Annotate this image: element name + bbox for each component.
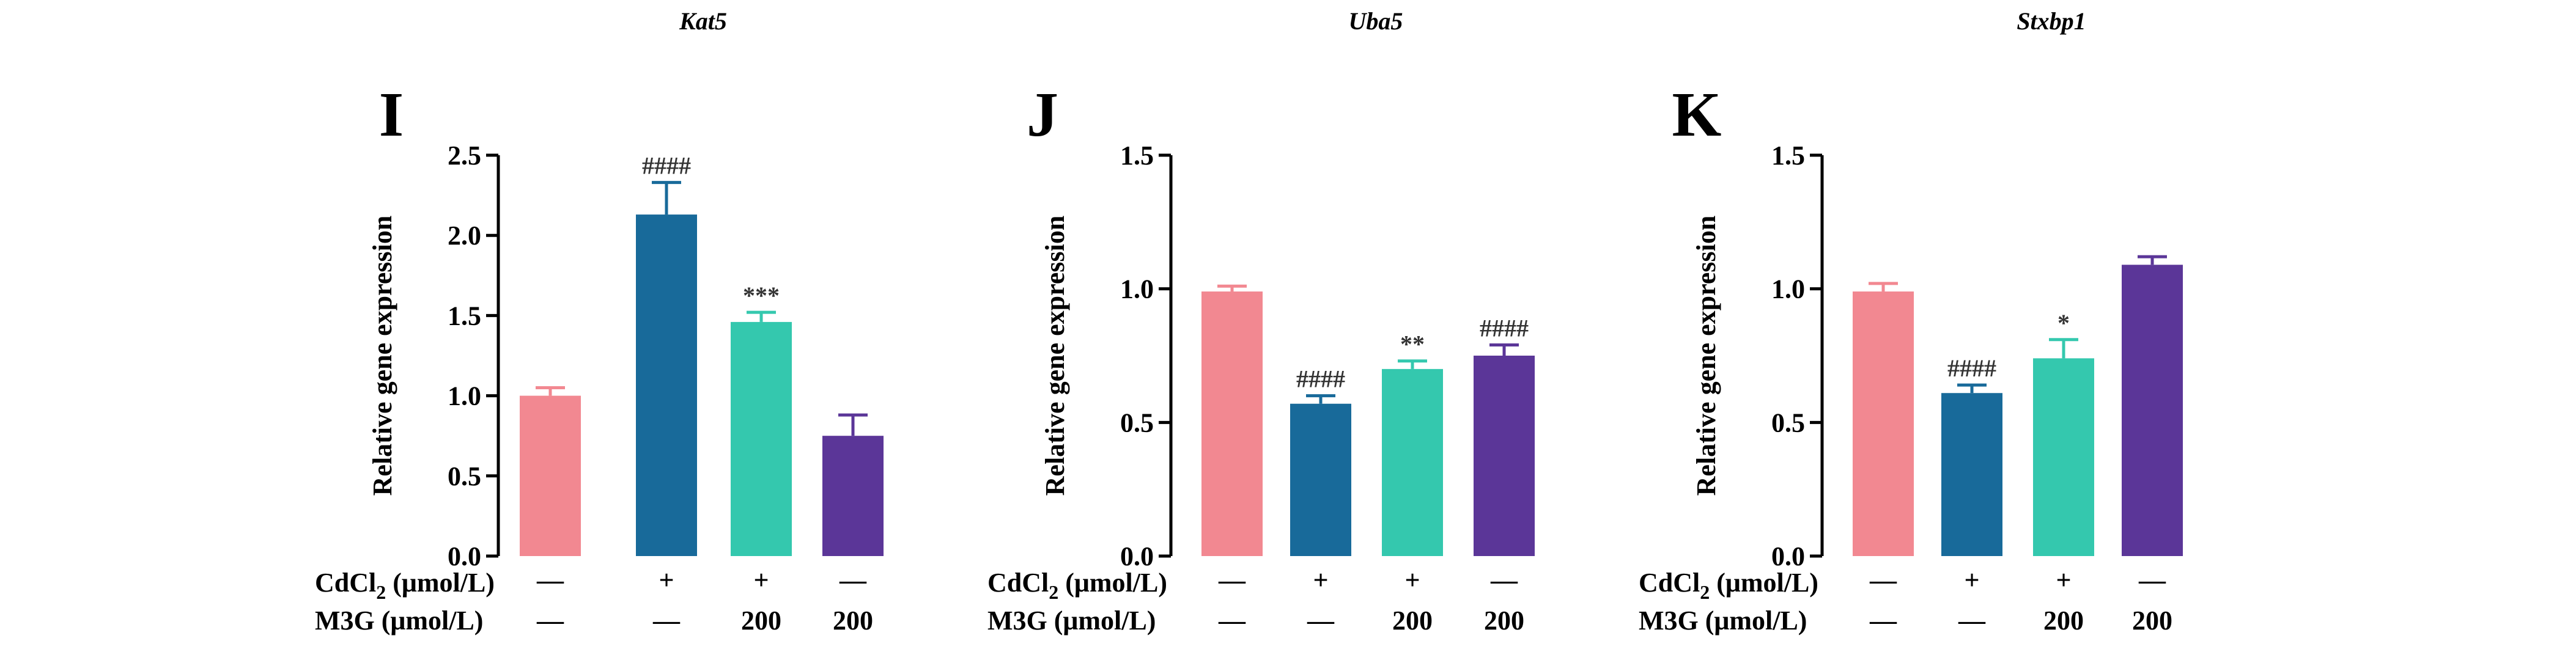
m3g-row-label: M3G (μmol/L) [987, 606, 1156, 636]
y-tick-label: 2.0 [448, 221, 481, 251]
panel-letter: I [379, 79, 404, 150]
m3g-condition: — [536, 606, 564, 636]
cdcl2-label-main: CdCl [1639, 568, 1700, 598]
m3g-condition: 200 [1484, 606, 1524, 636]
m3g-condition: 200 [2043, 606, 2084, 636]
significance-label: #### [1947, 354, 1996, 382]
m3g-condition: — [1307, 606, 1335, 636]
bar [822, 436, 884, 556]
cdcl2-condition: — [1218, 565, 1246, 595]
m3g-condition: — [652, 606, 681, 636]
chart-panel-i: Kat5 I 0.0 0.5 1.0 1.5 2.0 2.5 Relative gene exp… [315, 7, 884, 636]
chart-title: Kat5 [679, 7, 727, 35]
bar [636, 214, 697, 556]
cdcl2-row-label: CdCl2 (μmol/L) [1639, 568, 1818, 603]
cdcl2-condition: + [659, 565, 674, 595]
cdcl2-condition: — [839, 565, 867, 595]
y-tick-label: 1.5 [1771, 141, 1805, 170]
cdcl2-condition: — [1490, 565, 1518, 595]
significance-label: #### [1480, 315, 1529, 342]
cdcl2-row-label: CdCl2 (μmol/L) [315, 568, 495, 603]
panel-letter: J [1027, 79, 1058, 150]
significance-label: #### [642, 152, 691, 180]
cdcl2-label-subscript: 2 [1700, 581, 1710, 603]
cdcl2-label-unit: (μmol/L) [386, 568, 495, 598]
cdcl2-label-subscript: 2 [376, 581, 386, 603]
cdcl2-label-unit: (μmol/L) [1710, 568, 1818, 598]
panel-letter: K [1672, 79, 1722, 150]
cdcl2-label-main: CdCl [987, 568, 1049, 598]
cdcl2-condition: + [753, 565, 769, 595]
bar [1290, 403, 1351, 556]
y-tick-label: 1.5 [448, 301, 481, 331]
y-axis-label: Relative gene expression [1040, 216, 1070, 496]
y-axis-label: Relative gene expression [367, 216, 397, 496]
bar [1853, 291, 1914, 556]
m3g-condition: 200 [2132, 606, 2172, 636]
y-tick-label: 0.5 [448, 461, 481, 491]
chart-panel-j: Uba5 J 0.0 0.5 1.0 1.5 Relative gene expressio… [987, 7, 1535, 636]
cdcl2-condition: — [2138, 565, 2166, 595]
y-tick-label: 0.0 [448, 541, 481, 571]
cdcl2-condition: — [1869, 565, 1897, 595]
bar [1474, 356, 1535, 556]
significance-label: *** [743, 282, 780, 309]
chart-title: Stxbp1 [2017, 7, 2086, 35]
cdcl2-condition: — [536, 565, 564, 595]
cdcl2-condition: + [1404, 565, 1420, 595]
significance-label: ** [1400, 331, 1425, 358]
m3g-condition: — [1958, 606, 1986, 636]
bar [2122, 265, 2183, 556]
y-tick-label: 0.5 [1120, 408, 1154, 438]
y-tick-label: 0.0 [1120, 541, 1154, 571]
cdcl2-condition: + [2056, 565, 2071, 595]
bar [1382, 368, 1443, 556]
significance-label: #### [1296, 365, 1345, 393]
y-tick-label: 1.5 [1120, 141, 1154, 170]
y-tick-label: 1.0 [448, 381, 481, 411]
m3g-condition: 200 [1392, 606, 1433, 636]
chart-panel-k: Stxbp1 K 0.0 0.5 1.0 1.5 Relative gene express… [1639, 7, 2183, 636]
cdcl2-row-label: CdCl2 (μmol/L) [987, 568, 1167, 603]
chart-title: Uba5 [1349, 7, 1403, 35]
y-tick-label: 0.0 [1771, 541, 1805, 571]
y-tick-label: 2.5 [448, 141, 481, 170]
m3g-row-label: M3G (μmol/L) [315, 606, 483, 636]
cdcl2-condition: + [1313, 565, 1328, 595]
cdcl2-label-subscript: 2 [1049, 581, 1058, 603]
y-tick-label: 0.5 [1771, 408, 1805, 438]
bar [731, 321, 792, 556]
m3g-condition: — [1869, 606, 1897, 636]
m3g-condition: 200 [833, 606, 873, 636]
m3g-row-label: M3G (μmol/L) [1639, 606, 1807, 636]
y-tick-label: 1.0 [1120, 274, 1154, 304]
bar [520, 395, 581, 556]
bar [1201, 291, 1263, 556]
y-tick-label: 1.0 [1771, 274, 1805, 304]
cdcl2-condition: + [1964, 565, 1979, 595]
m3g-condition: — [1218, 606, 1246, 636]
bar [2033, 358, 2094, 556]
significance-label: * [2057, 309, 2070, 337]
cdcl2-label-main: CdCl [315, 568, 376, 598]
m3g-condition: 200 [741, 606, 781, 636]
bar [1941, 393, 2002, 556]
y-axis-label: Relative gene expression [1691, 216, 1721, 496]
cdcl2-label-unit: (μmol/L) [1058, 568, 1167, 598]
